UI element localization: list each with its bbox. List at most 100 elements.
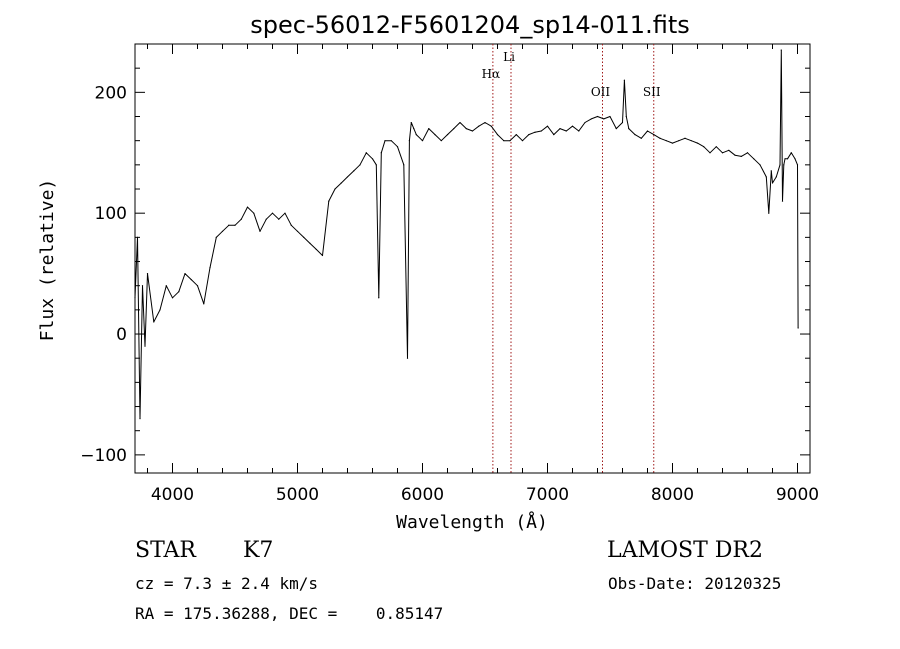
spectrum-point — [209, 266, 211, 269]
spectrum-point — [559, 127, 561, 130]
x-tick-label: 8000 — [651, 485, 694, 505]
spectrum-point — [715, 146, 717, 148]
spectrum-point — [284, 212, 286, 214]
chart-title: spec-56012-F5601204_sp14-011.fits — [250, 11, 689, 39]
spectral-line-label: Hα — [482, 67, 501, 81]
spectrum-point — [623, 79, 625, 81]
spectrum-point — [690, 140, 692, 142]
spectrum-point — [378, 297, 380, 299]
x-tick-label: 4000 — [151, 485, 194, 505]
spectrum-point — [784, 158, 786, 160]
spectrum-point — [746, 152, 749, 154]
survey-name: LAMOST DR2 — [607, 538, 763, 563]
spectrum-point — [703, 146, 705, 148]
spectrum-point — [640, 137, 642, 139]
spectrum-point — [696, 142, 699, 144]
spectrum-point — [625, 115, 627, 118]
spectrum-point — [628, 127, 630, 130]
spectrum-point — [753, 158, 755, 160]
spectrum-point — [303, 236, 305, 238]
x-tick-label: 7000 — [526, 485, 569, 505]
spectrum-point — [413, 127, 415, 130]
spectrum-point — [584, 121, 586, 124]
spectrum-point — [146, 273, 149, 275]
x-axis-label: Wavelength (Å) — [396, 511, 548, 533]
spectrum-point — [415, 134, 417, 136]
spectrum-point — [796, 164, 799, 166]
spectrum-point — [446, 134, 449, 136]
spectrum-point — [253, 212, 255, 214]
spectrum-point — [528, 134, 530, 136]
spectrum-point — [478, 125, 480, 127]
spectrum-point — [144, 345, 146, 347]
obs-date: Obs-Date: 20120325 — [608, 574, 782, 593]
spectrum-point — [794, 158, 796, 160]
spectrum-point — [434, 134, 436, 136]
spectrum-point — [159, 309, 161, 311]
spectrum-point — [134, 297, 136, 299]
spectrum-point — [139, 418, 141, 420]
spectrum-point — [359, 164, 361, 166]
spectrum-point — [365, 152, 367, 154]
spectrum-point — [615, 127, 617, 130]
spectrum-point — [684, 137, 686, 139]
spectrum-point — [759, 164, 761, 166]
spectrum-point — [221, 230, 224, 232]
spectrum-point — [353, 170, 355, 172]
spectrum-point — [665, 140, 667, 142]
spectrum-point — [509, 140, 511, 142]
spectrum-point — [546, 125, 549, 127]
spectrum-point — [375, 164, 377, 166]
spectrum-point — [340, 182, 342, 184]
spectrum-point — [471, 130, 474, 132]
spectrum-point — [490, 125, 492, 127]
spectrum-point — [534, 131, 536, 133]
plot-frame — [134, 43, 811, 474]
spectrum-point — [590, 118, 592, 120]
spectrum-point — [771, 182, 774, 184]
spectrum-point — [503, 140, 505, 142]
spectrum-point — [779, 164, 781, 166]
y-tick-label: 200 — [95, 83, 127, 103]
spectrum-point — [296, 230, 299, 232]
spectrum-point — [768, 212, 770, 214]
spectrum-point — [659, 137, 661, 139]
spectrum-point — [671, 142, 674, 144]
spectrum-point — [721, 152, 724, 154]
spectrum-point — [781, 200, 784, 202]
spectrum-point — [290, 224, 292, 226]
spectrum-point — [790, 152, 792, 154]
spectrum-point — [408, 140, 410, 142]
spectrum-point — [153, 321, 155, 323]
x-tick-label: 5000 — [276, 485, 319, 505]
spectrum-point — [334, 188, 336, 190]
spectrum-point — [171, 297, 174, 299]
spectrum-point — [496, 134, 499, 136]
spectrum-point — [780, 49, 782, 51]
spectrum-point — [278, 218, 280, 220]
x-tick-label: 6000 — [401, 485, 444, 505]
spectral-line-label: SII — [643, 85, 661, 99]
spectrum-point — [346, 176, 349, 178]
spectrum-point — [196, 285, 199, 287]
spectrum-point — [775, 176, 777, 178]
spectrum-point — [596, 115, 599, 118]
spectrum-point — [203, 303, 205, 305]
spectrum-point — [603, 118, 605, 120]
spectrum-point — [265, 218, 267, 220]
spectrum-point — [440, 140, 442, 142]
spectral-line-label: Li — [503, 50, 515, 64]
spectrum-point — [309, 242, 311, 244]
axis-ticks: 4000 5000 6000 7000 8000 9000 −100 0 100 200 — [80, 44, 819, 505]
object-type: STAR — [135, 538, 196, 563]
spectrum-point — [396, 146, 399, 148]
spectrum-series — [134, 49, 799, 420]
spectrum-point — [540, 130, 542, 132]
spectrum-point — [515, 134, 517, 136]
spectrum-point — [621, 121, 624, 124]
spectrum-point — [459, 121, 461, 124]
spectrum-point — [646, 130, 649, 132]
spectrum-point — [371, 158, 374, 160]
